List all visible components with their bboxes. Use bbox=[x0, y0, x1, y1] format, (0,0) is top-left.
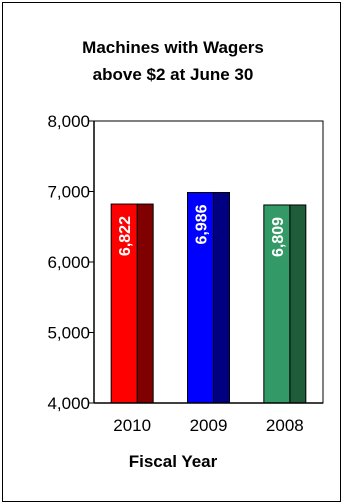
y-tick-label-1: 5,000 bbox=[47, 324, 90, 343]
chart-canvas: Machines with Wagers above $2 at June 30… bbox=[47, 38, 324, 471]
bar-2010 bbox=[110, 203, 138, 404]
y-tick-label-0: 4,000 bbox=[47, 394, 90, 413]
x-axis-title: Fiscal Year bbox=[129, 452, 218, 471]
bar-side-2008 bbox=[289, 204, 307, 404]
bar-2008 bbox=[263, 204, 291, 404]
data-label-2010: 6,822 bbox=[117, 216, 134, 256]
y-tick-label-3: 7,000 bbox=[47, 183, 90, 202]
y-tick-label-2: 6,000 bbox=[47, 253, 90, 272]
bar-side-2009 bbox=[213, 191, 230, 404]
chart-title-line-1: Machines with Wagers bbox=[82, 38, 264, 57]
data-label-2009: 6,986 bbox=[194, 204, 211, 244]
y-tick-label-4: 8,000 bbox=[47, 112, 90, 131]
plot-area: 6,822 2010 6,986 2009 6,809 2008 4,000 5,000 6,0… bbox=[47, 112, 324, 435]
chart-title-line-2: above $2 at June 30 bbox=[93, 65, 254, 84]
x-tick-label-2008: 2008 bbox=[266, 416, 304, 435]
bar-2009 bbox=[187, 191, 214, 404]
x-tick-label-2010: 2010 bbox=[113, 416, 151, 435]
bar-side-2010 bbox=[136, 203, 154, 404]
x-tick-label-2009: 2009 bbox=[190, 416, 228, 435]
data-label-2008: 6,809 bbox=[270, 217, 287, 257]
